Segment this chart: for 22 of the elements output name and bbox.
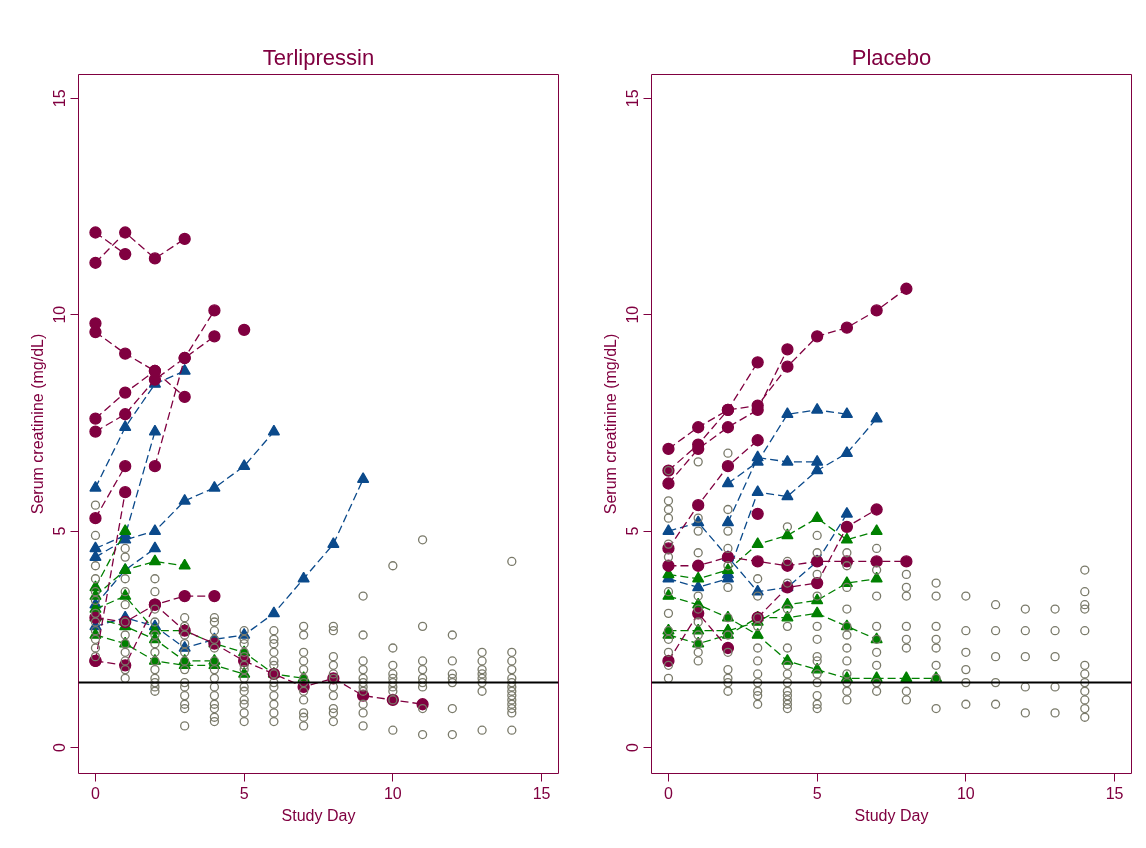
x-tick-label: 15 xyxy=(532,784,551,802)
x-tick-label: 0 xyxy=(91,784,100,802)
y-axis-title: Serum creatinine (mg/dL) xyxy=(601,333,619,515)
x-tick-label: 5 xyxy=(239,784,249,802)
x-tick-label: 10 xyxy=(383,784,402,802)
y-tick-label: 5 xyxy=(51,526,69,536)
chart-title: Placebo xyxy=(851,44,932,70)
x-axis-title: Study Day xyxy=(281,806,356,824)
x-tick-label: 10 xyxy=(956,784,975,802)
x-axis-title: Study Day xyxy=(854,806,929,824)
y-tick-label: 0 xyxy=(624,742,642,752)
y-tick-label: 10 xyxy=(51,305,69,324)
x-tick-label: 5 xyxy=(812,784,822,802)
y-tick-label: 0 xyxy=(51,742,69,752)
chart-title: Terlipressin xyxy=(262,44,375,70)
y-tick-label: 15 xyxy=(624,89,642,108)
x-tick-label: 15 xyxy=(1105,784,1124,802)
y-tick-label: 10 xyxy=(624,305,642,324)
y-tick-label: 15 xyxy=(51,89,69,108)
y-tick-label: 5 xyxy=(624,526,642,536)
y-axis-title: Serum creatinine (mg/dL) xyxy=(28,333,46,515)
x-tick-label: 0 xyxy=(664,784,673,802)
